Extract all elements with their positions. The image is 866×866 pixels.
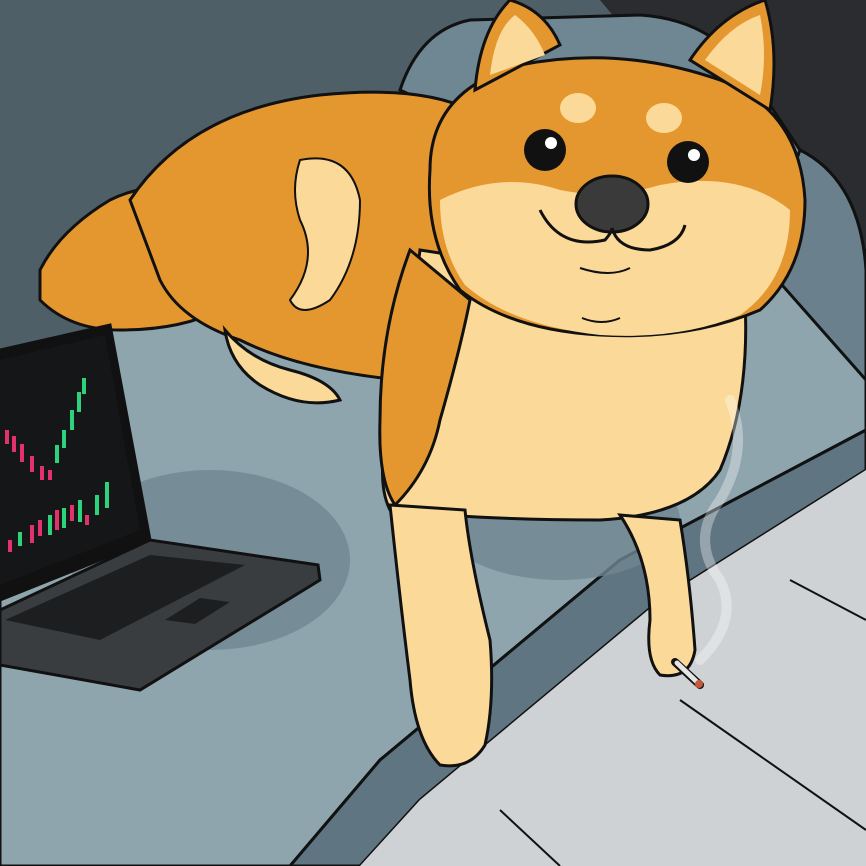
dog-front-leg-left — [388, 503, 494, 768]
dog-brow-left — [560, 93, 596, 123]
floor-lines — [499, 579, 866, 866]
dog-flank-patch — [288, 157, 362, 311]
dog-ear-left-inner — [490, 15, 545, 75]
dog-ear-right-inner — [705, 15, 764, 95]
smoke-icon — [695, 395, 743, 665]
laptop-keyboard — [5, 555, 245, 640]
dog-brow-right — [646, 103, 682, 133]
floor — [360, 470, 866, 866]
dog-face-mask — [440, 180, 790, 336]
candlestick-chart-icon — [5, 378, 109, 552]
cigarette-icon — [671, 658, 704, 689]
laptop-screen — [0, 335, 140, 585]
dog-eye-right — [667, 141, 709, 183]
dog-nose — [574, 174, 650, 234]
dog-back-paw — [222, 324, 343, 405]
laptop-icon — [0, 323, 322, 692]
laptop-base — [0, 538, 322, 692]
dog-eye-left — [524, 129, 566, 171]
dog-neck-line — [581, 317, 621, 323]
dog-front-leg-right — [617, 513, 697, 678]
laptop-trackpad — [165, 598, 230, 624]
dog-chin — [579, 267, 631, 274]
dog-mouth — [538, 209, 687, 252]
dog-eye-left-shine — [545, 137, 557, 149]
dog-eye-right-shine — [688, 149, 700, 161]
